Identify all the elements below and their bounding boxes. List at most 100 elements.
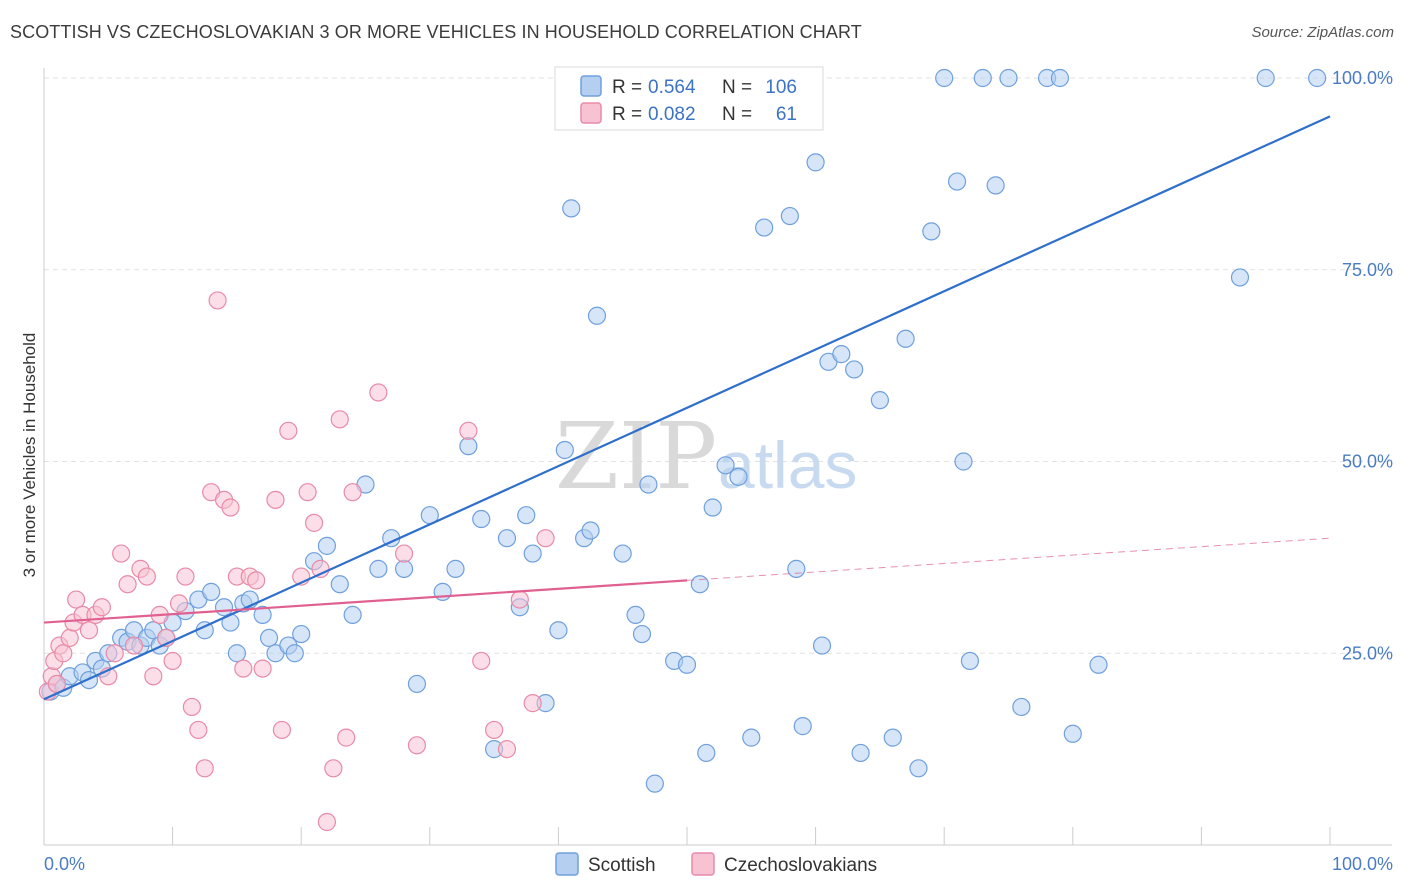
point-scottish-88 [909, 759, 928, 778]
point-czechoslovakians-14 [105, 644, 124, 663]
point-scottish-60 [626, 605, 645, 625]
point-czechoslovakians-38 [266, 490, 285, 509]
point-czechoslovakians-24 [169, 594, 189, 613]
point-scottish-22 [214, 598, 234, 617]
point-scottish-78 [793, 717, 812, 736]
point-czechoslovakians-47 [330, 410, 349, 429]
y-tick-label-100: 100.0% [1332, 68, 1393, 88]
trend-lines [43, 115, 1331, 701]
point-scottish-55 [562, 199, 581, 218]
y-tick-label-25: 25.0% [1342, 643, 1393, 663]
point-czechoslovakians-26 [182, 697, 201, 717]
point-scottish-45 [459, 437, 478, 456]
legend-r-value-0: 0.564 [648, 77, 696, 98]
series-czechoslovakians [38, 291, 555, 832]
point-czechoslovakians-53 [459, 421, 478, 440]
point-czechoslovakians-37 [253, 659, 272, 678]
tick-labels: 25.0% 50.0% 75.0% 100.0% 0.0% 100.0% [44, 68, 1393, 874]
point-scottish-96 [999, 68, 1018, 88]
point-scottish-51 [523, 544, 542, 563]
series-legend-label-czechoslovakians: Czechoslovakians [724, 855, 877, 876]
point-czechoslovakians-48 [337, 728, 356, 747]
point-czechoslovakians-43 [304, 513, 324, 532]
point-czechoslovakians-30 [208, 291, 227, 310]
point-scottish-61 [632, 624, 652, 644]
point-scottish-57 [581, 521, 600, 540]
point-scottish-101 [1089, 655, 1108, 674]
legend-n-value-1: 61 [776, 104, 797, 125]
point-scottish-82 [832, 345, 851, 364]
point-czechoslovakians-40 [279, 421, 298, 440]
trend-line-czechoslovakians [43, 579, 688, 624]
point-scottish-99 [1050, 68, 1070, 88]
point-scottish-102 [1230, 268, 1250, 287]
y-axis-title: 3 or more Vehicles in Household [20, 333, 39, 578]
point-scottish-76 [780, 206, 799, 226]
point-scottish-27 [253, 605, 272, 625]
point-scottish-77 [787, 559, 806, 578]
point-scottish-85 [870, 391, 890, 410]
point-czechoslovakians-19 [137, 567, 156, 586]
point-czechoslovakians-51 [394, 544, 414, 563]
point-czechoslovakians-25 [176, 567, 195, 586]
legend-r-label-0: R = [612, 77, 642, 98]
point-czechoslovakians-42 [298, 483, 317, 502]
point-scottish-34 [317, 536, 337, 555]
point-scottish-95 [986, 176, 1005, 195]
point-scottish-41 [407, 674, 427, 694]
series-legend-swatch-czechoslovakians [691, 852, 715, 876]
series-legend: Scottish Czechoslovakians [555, 852, 877, 876]
y-tick-label-50: 50.0% [1342, 452, 1393, 472]
point-czechoslovakians-49 [343, 483, 362, 502]
point-scottish-31 [285, 644, 304, 663]
point-scottish-87 [896, 329, 915, 348]
trend-line-extension-czechoslovakians [686, 537, 1331, 581]
point-scottish-46 [472, 509, 491, 529]
point-czechoslovakians-55 [485, 720, 504, 740]
legend-swatch-czechoslovakians [580, 102, 602, 124]
point-czechoslovakians-58 [523, 694, 542, 713]
point-scottish-63 [645, 774, 664, 793]
point-scottish-62 [639, 475, 658, 494]
point-czechoslovakians-23 [163, 651, 182, 671]
series-legend-swatch-scottish [555, 852, 579, 876]
point-scottish-58 [587, 306, 607, 325]
point-scottish-80 [812, 636, 832, 655]
point-czechoslovakians-10 [79, 621, 99, 640]
point-czechoslovakians-39 [272, 720, 292, 740]
point-scottish-103 [1256, 68, 1275, 88]
point-scottish-68 [697, 743, 716, 763]
point-scottish-67 [690, 575, 709, 594]
point-scottish-91 [947, 172, 967, 191]
point-scottish-94 [973, 68, 992, 88]
point-scottish-32 [292, 624, 311, 644]
point-czechoslovakians-20 [144, 667, 163, 686]
point-scottish-84 [851, 743, 870, 763]
axes [43, 68, 1392, 846]
point-scottish-21 [202, 582, 221, 601]
point-czechoslovakians-59 [536, 529, 555, 548]
point-scottish-92 [954, 452, 973, 471]
point-scottish-70 [716, 456, 735, 475]
point-scottish-100 [1063, 724, 1082, 743]
legend-r-value-1: 0.082 [648, 104, 696, 125]
point-scottish-73 [742, 728, 761, 747]
point-czechoslovakians-34 [234, 659, 253, 678]
point-scottish-44 [446, 559, 465, 578]
point-scottish-71 [729, 467, 748, 486]
grid-lines [44, 77, 1392, 654]
point-czechoslovakians-27 [189, 720, 208, 740]
point-scottish-59 [613, 544, 632, 563]
chart-title: SCOTTISH VS CZECHOSLOVAKIAN 3 OR MORE VE… [10, 22, 862, 42]
point-scottish-48 [497, 529, 517, 548]
point-scottish-54 [555, 440, 574, 460]
point-scottish-24 [227, 644, 246, 663]
point-czechoslovakians-6 [60, 628, 79, 648]
point-czechoslovakians-5 [54, 644, 73, 663]
point-scottish-90 [935, 68, 954, 88]
point-scottish-38 [369, 559, 388, 578]
legend-r-label-1: R = [612, 104, 642, 125]
point-scottish-97 [1012, 697, 1031, 717]
watermark-atlas: atlas [718, 428, 857, 502]
